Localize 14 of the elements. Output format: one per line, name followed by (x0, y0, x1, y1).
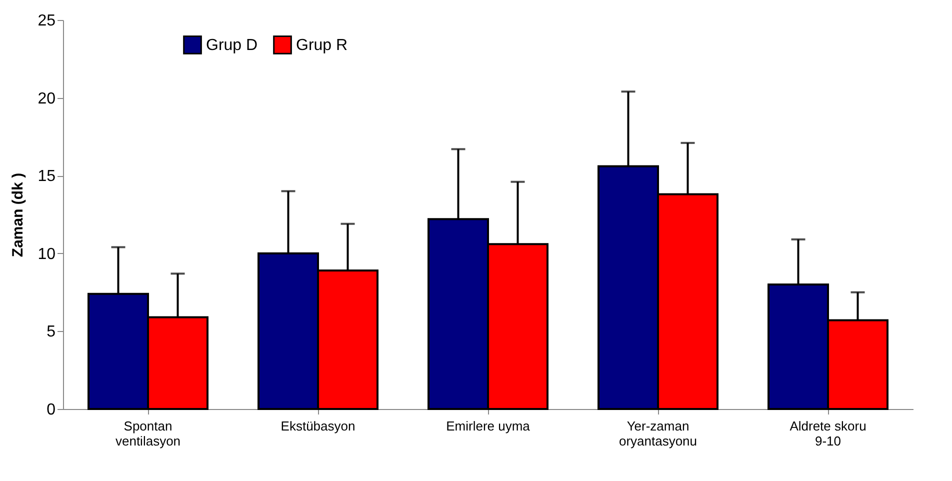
y-tick-label: 20 (38, 90, 56, 108)
y-tick-label: 25 (38, 12, 56, 30)
x-tick-label: Spontan ventilasyon (115, 418, 181, 448)
x-tick-label: Ekstübasyon (280, 418, 356, 434)
x-tick-label: Yer-zaman oryantasyonu (618, 418, 698, 448)
y-tick-label: 0 (46, 402, 56, 418)
y-tick-label: 15 (38, 168, 56, 186)
y-axis-title: Zaman (dk ) (10, 172, 27, 258)
legend-label: Grup R (296, 36, 348, 54)
x-tick-label: Emirlere uyma (446, 418, 531, 434)
legend-label: Grup D (206, 36, 258, 54)
x-tick-label: Aldrete skoru 9-10 (790, 418, 866, 448)
y-tick-label: 10 (38, 246, 56, 263)
y-tick-label: 5 (46, 324, 56, 341)
